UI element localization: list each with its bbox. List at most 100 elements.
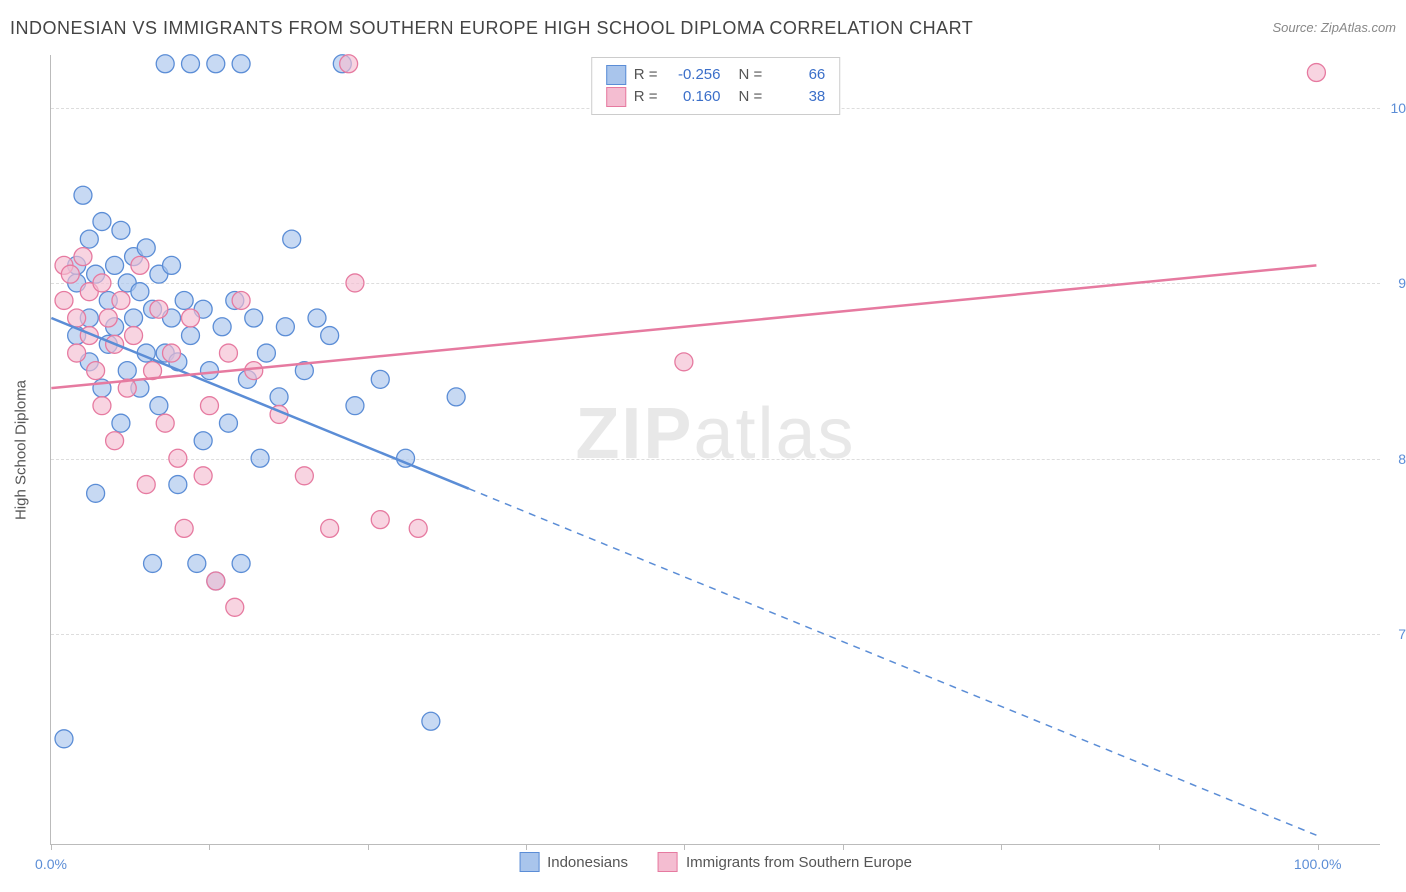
scatter-point xyxy=(232,291,250,309)
scatter-point xyxy=(131,283,149,301)
scatter-point xyxy=(219,344,237,362)
scatter-svg xyxy=(51,55,1380,844)
r-label: R = xyxy=(634,64,658,86)
scatter-point xyxy=(371,511,389,529)
x-tick xyxy=(684,844,685,850)
scatter-point xyxy=(106,256,124,274)
scatter-point xyxy=(1307,64,1325,82)
scatter-point xyxy=(207,55,225,73)
legend-item-1: Indonesians xyxy=(519,852,628,872)
scatter-point xyxy=(112,414,130,432)
scatter-point xyxy=(55,291,73,309)
legend-row-series-1: R = -0.256 N = 66 xyxy=(606,64,826,86)
r-value-1: -0.256 xyxy=(666,64,721,86)
scatter-point xyxy=(137,239,155,257)
scatter-point xyxy=(675,353,693,371)
scatter-point xyxy=(232,55,250,73)
scatter-point xyxy=(169,449,187,467)
swatch-bottom-2 xyxy=(658,852,678,872)
scatter-point xyxy=(112,221,130,239)
x-tick-label: 100.0% xyxy=(1294,856,1341,872)
scatter-point xyxy=(251,449,269,467)
scatter-point xyxy=(74,186,92,204)
regression-line-dashed xyxy=(469,489,1317,836)
scatter-point xyxy=(125,309,143,327)
scatter-point xyxy=(118,362,136,380)
swatch-bottom-1 xyxy=(519,852,539,872)
scatter-point xyxy=(295,467,313,485)
scatter-point xyxy=(150,397,168,415)
scatter-point xyxy=(175,291,193,309)
scatter-point xyxy=(226,598,244,616)
scatter-point xyxy=(68,309,86,327)
source-label: Source: ZipAtlas.com xyxy=(1272,20,1396,35)
y-tick-label: 90.0% xyxy=(1388,275,1406,291)
scatter-point xyxy=(257,344,275,362)
scatter-point xyxy=(131,256,149,274)
scatter-point xyxy=(422,712,440,730)
scatter-point xyxy=(188,554,206,572)
scatter-point xyxy=(340,55,358,73)
scatter-point xyxy=(87,362,105,380)
scatter-point xyxy=(213,318,231,336)
y-tick-label: 100.0% xyxy=(1388,100,1406,116)
scatter-point xyxy=(87,484,105,502)
legend-row-series-2: R = 0.160 N = 38 xyxy=(606,86,826,108)
scatter-point xyxy=(321,519,339,537)
scatter-point xyxy=(245,362,263,380)
scatter-point xyxy=(156,55,174,73)
scatter-point xyxy=(219,414,237,432)
scatter-point xyxy=(308,309,326,327)
correlation-legend: R = -0.256 N = 66 R = 0.160 N = 38 xyxy=(591,57,841,115)
x-tick-label: 0.0% xyxy=(35,856,67,872)
r-value-2: 0.160 xyxy=(666,86,721,108)
swatch-series-1 xyxy=(606,65,626,85)
scatter-point xyxy=(346,274,364,292)
scatter-point xyxy=(156,414,174,432)
legend-item-2: Immigrants from Southern Europe xyxy=(658,852,912,872)
x-tick xyxy=(209,844,210,850)
r-label: R = xyxy=(634,86,658,108)
scatter-point xyxy=(346,397,364,415)
scatter-point xyxy=(207,572,225,590)
y-tick-label: 70.0% xyxy=(1388,626,1406,642)
x-tick xyxy=(526,844,527,850)
scatter-point xyxy=(106,432,124,450)
x-tick xyxy=(51,844,52,850)
x-tick xyxy=(1159,844,1160,850)
x-tick xyxy=(1318,844,1319,850)
scatter-point xyxy=(68,344,86,362)
scatter-point xyxy=(321,327,339,345)
scatter-point xyxy=(232,554,250,572)
scatter-point xyxy=(93,213,111,231)
series-legend: Indonesians Immigrants from Southern Eur… xyxy=(519,852,912,872)
x-tick xyxy=(843,844,844,850)
scatter-point xyxy=(150,300,168,318)
scatter-point xyxy=(55,730,73,748)
swatch-series-2 xyxy=(606,87,626,107)
scatter-point xyxy=(409,519,427,537)
y-axis-label: High School Diploma xyxy=(13,379,30,519)
chart-title: INDONESIAN VS IMMIGRANTS FROM SOUTHERN E… xyxy=(10,18,973,38)
scatter-point xyxy=(371,370,389,388)
scatter-point xyxy=(74,248,92,266)
scatter-point xyxy=(169,476,187,494)
n-label: N = xyxy=(739,86,763,108)
scatter-point xyxy=(163,256,181,274)
scatter-point xyxy=(125,327,143,345)
scatter-point xyxy=(447,388,465,406)
scatter-point xyxy=(112,291,130,309)
scatter-point xyxy=(137,476,155,494)
n-value-1: 66 xyxy=(770,64,825,86)
scatter-point xyxy=(99,309,117,327)
scatter-point xyxy=(270,388,288,406)
scatter-point xyxy=(182,309,200,327)
legend-label-1: Indonesians xyxy=(547,854,628,871)
legend-label-2: Immigrants from Southern Europe xyxy=(686,854,912,871)
scatter-point xyxy=(182,55,200,73)
scatter-point xyxy=(163,344,181,362)
scatter-point xyxy=(245,309,263,327)
scatter-point xyxy=(80,230,98,248)
plot-area: High School Diploma ZIPatlas 70.0%80.0%9… xyxy=(50,55,1380,845)
scatter-point xyxy=(61,265,79,283)
